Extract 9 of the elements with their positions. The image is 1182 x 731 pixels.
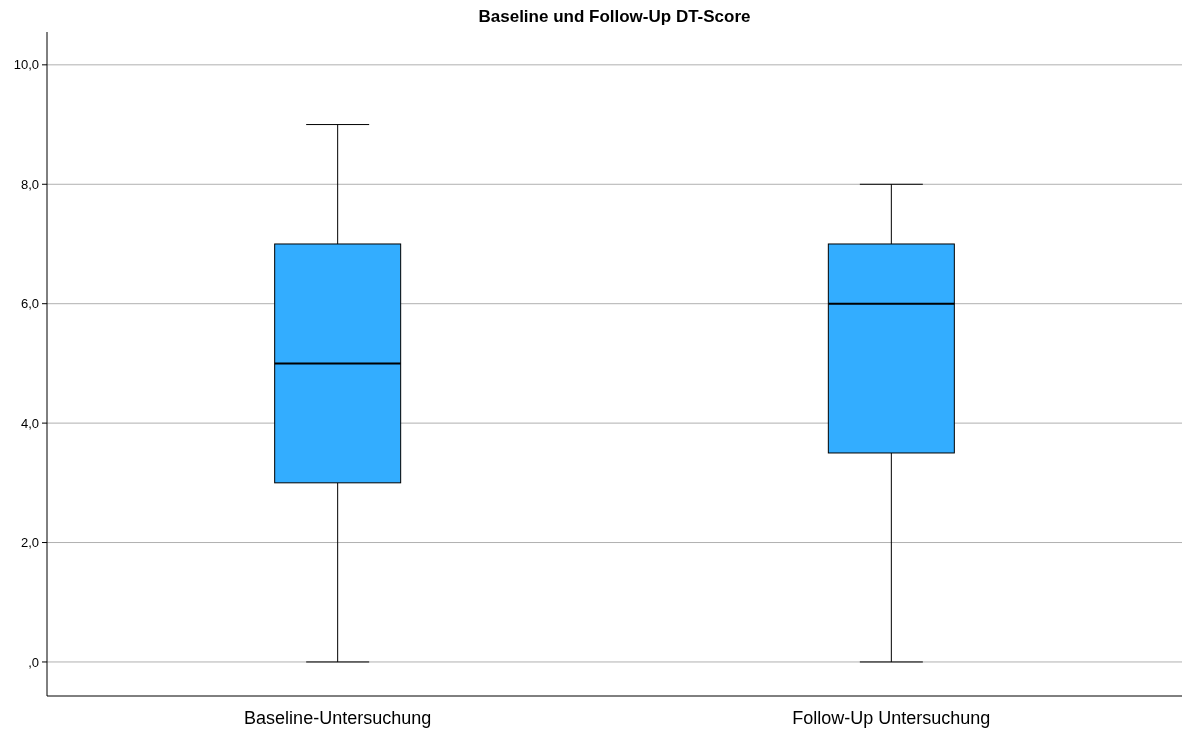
chart-title: Baseline und Follow-Up DT-Score: [478, 7, 751, 26]
x-tick-label: Follow-Up Untersuchung: [792, 708, 991, 728]
y-tick-label: 2,0: [20, 535, 39, 551]
y-tick-label: 6,0: [20, 296, 39, 312]
y-tick-label: 10,0: [13, 57, 39, 73]
y-tick-label: 8,0: [20, 176, 39, 192]
y-tick-label: ,0: [28, 654, 39, 670]
x-tick-label: Baseline-Untersuchung: [244, 708, 432, 728]
y-tick-label: 4,0: [20, 415, 39, 431]
